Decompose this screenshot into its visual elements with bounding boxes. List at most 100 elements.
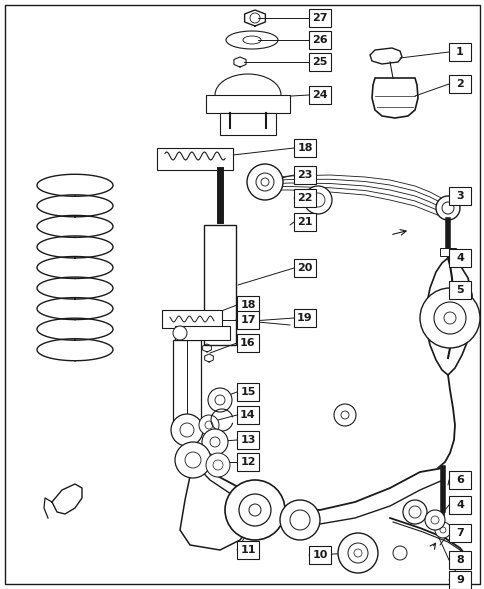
Circle shape: [303, 186, 332, 214]
Text: 1: 1: [455, 47, 463, 57]
Circle shape: [430, 516, 438, 524]
Bar: [308, 546, 330, 564]
Circle shape: [214, 395, 225, 405]
Bar: [448, 43, 470, 61]
Text: 21: 21: [297, 217, 312, 227]
Circle shape: [310, 193, 324, 207]
Circle shape: [289, 510, 309, 530]
Text: 2: 2: [455, 79, 463, 89]
Circle shape: [435, 196, 459, 220]
Text: 11: 11: [240, 545, 255, 555]
Text: 18: 18: [240, 300, 255, 310]
Bar: [308, 86, 330, 104]
Bar: [293, 139, 316, 157]
Bar: [448, 75, 470, 93]
Circle shape: [408, 506, 420, 518]
Bar: [293, 189, 316, 207]
Text: 17: 17: [240, 315, 255, 325]
Text: 4: 4: [455, 253, 463, 263]
Bar: [237, 311, 258, 329]
Text: 7: 7: [455, 528, 463, 538]
Circle shape: [205, 421, 212, 429]
Circle shape: [210, 437, 220, 447]
Bar: [448, 471, 470, 489]
Circle shape: [239, 494, 271, 526]
Circle shape: [402, 500, 426, 524]
Circle shape: [333, 404, 355, 426]
Bar: [175, 326, 229, 340]
Circle shape: [180, 423, 194, 437]
Bar: [448, 524, 470, 542]
Circle shape: [171, 414, 203, 446]
Circle shape: [434, 522, 450, 538]
Circle shape: [225, 480, 285, 540]
Text: 15: 15: [240, 387, 255, 397]
Bar: [220, 113, 275, 135]
Text: 16: 16: [240, 338, 255, 348]
Bar: [448, 496, 470, 514]
Text: 19: 19: [297, 313, 312, 323]
Circle shape: [337, 533, 377, 573]
Circle shape: [260, 178, 269, 186]
Circle shape: [424, 510, 444, 530]
Bar: [173, 340, 200, 430]
Circle shape: [441, 202, 453, 214]
Circle shape: [206, 453, 229, 477]
Bar: [237, 334, 258, 352]
Circle shape: [279, 500, 319, 540]
Circle shape: [348, 543, 367, 563]
Text: 20: 20: [297, 263, 312, 273]
Text: 3: 3: [455, 191, 463, 201]
Bar: [308, 53, 330, 71]
Circle shape: [201, 429, 227, 455]
Text: 14: 14: [240, 410, 255, 420]
Text: 10: 10: [312, 550, 327, 560]
Bar: [237, 431, 258, 449]
Circle shape: [392, 546, 406, 560]
Text: 24: 24: [312, 90, 327, 100]
Text: 22: 22: [297, 193, 312, 203]
Bar: [308, 9, 330, 27]
Bar: [204, 225, 236, 345]
Text: 5: 5: [455, 285, 463, 295]
Bar: [237, 406, 258, 424]
Circle shape: [248, 504, 260, 516]
Text: 6: 6: [455, 475, 463, 485]
Bar: [293, 309, 316, 327]
Bar: [448, 249, 470, 267]
Bar: [237, 453, 258, 471]
Bar: [448, 571, 470, 589]
Text: 18: 18: [297, 143, 312, 153]
Circle shape: [433, 302, 465, 334]
Bar: [439, 248, 455, 256]
Circle shape: [439, 527, 445, 533]
Bar: [206, 95, 289, 113]
Bar: [157, 148, 232, 170]
Bar: [162, 310, 222, 328]
Bar: [237, 296, 258, 314]
Circle shape: [173, 326, 187, 340]
Circle shape: [246, 164, 283, 200]
Bar: [448, 187, 470, 205]
Bar: [293, 166, 316, 184]
Bar: [293, 213, 316, 231]
Circle shape: [353, 549, 361, 557]
Text: 27: 27: [312, 13, 327, 23]
Text: 4: 4: [455, 500, 463, 510]
Text: 26: 26: [312, 35, 327, 45]
Text: 23: 23: [297, 170, 312, 180]
Text: 12: 12: [240, 457, 255, 467]
Circle shape: [175, 442, 211, 478]
Bar: [237, 541, 258, 559]
Text: 25: 25: [312, 57, 327, 67]
Circle shape: [443, 312, 455, 324]
Circle shape: [256, 173, 273, 191]
Bar: [448, 281, 470, 299]
Bar: [308, 31, 330, 49]
Bar: [237, 383, 258, 401]
Circle shape: [212, 460, 223, 470]
Text: 9: 9: [455, 575, 463, 585]
Bar: [448, 551, 470, 569]
Bar: [293, 259, 316, 277]
Text: 8: 8: [455, 555, 463, 565]
